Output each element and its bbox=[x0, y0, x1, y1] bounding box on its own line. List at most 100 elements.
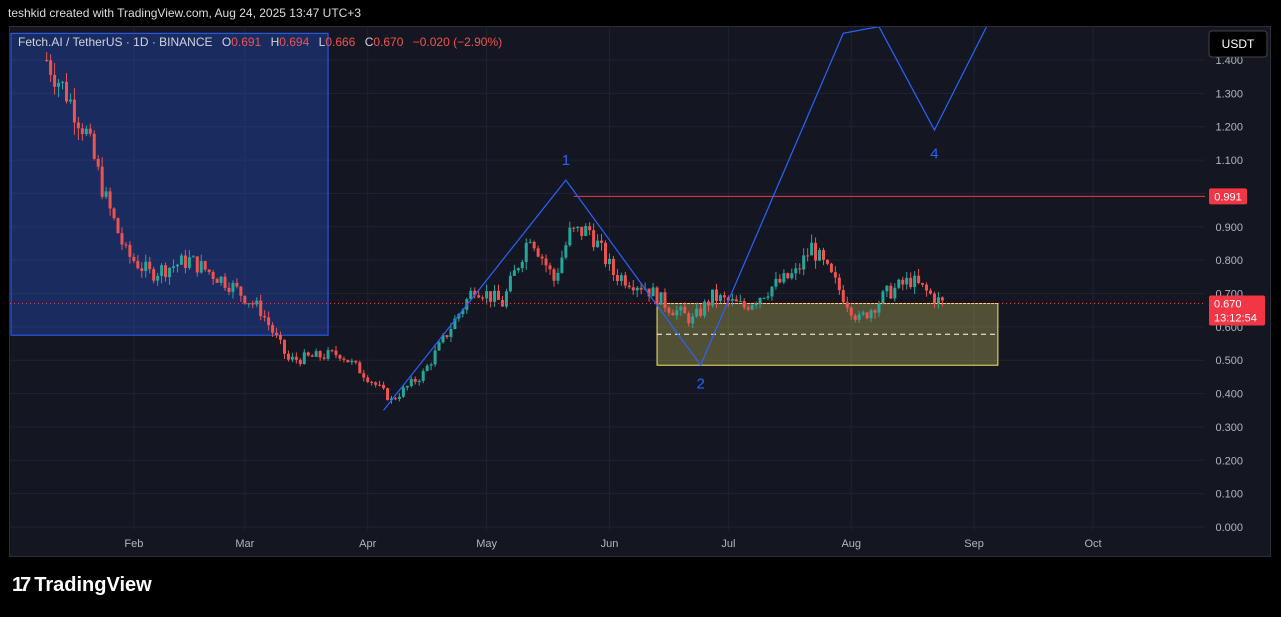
candle-body bbox=[298, 359, 302, 364]
candle-body bbox=[386, 388, 390, 401]
candle-body bbox=[314, 351, 318, 357]
candle-body bbox=[548, 265, 552, 270]
candles bbox=[45, 52, 944, 404]
candle-body bbox=[378, 384, 382, 386]
candle-body bbox=[726, 297, 730, 301]
candle-body bbox=[810, 242, 814, 256]
legend-c-label: C bbox=[365, 35, 374, 49]
y-tick-label: 1.100 bbox=[1215, 155, 1243, 167]
x-tick-label: Apr bbox=[359, 538, 376, 550]
candle-body bbox=[120, 233, 124, 245]
candle-body bbox=[794, 268, 798, 274]
candle-body bbox=[136, 261, 140, 269]
candle-body bbox=[461, 309, 465, 315]
candle-body bbox=[738, 301, 742, 303]
candle-body bbox=[326, 350, 330, 359]
candle-body bbox=[592, 230, 596, 248]
candle-body bbox=[453, 318, 457, 330]
candle-body bbox=[417, 380, 421, 382]
candle-body bbox=[853, 315, 857, 320]
candle-body bbox=[485, 291, 489, 299]
candle-body bbox=[675, 310, 679, 316]
candle-body bbox=[370, 381, 374, 383]
candle-body bbox=[413, 378, 417, 382]
candle-body bbox=[469, 290, 473, 300]
candle-body bbox=[187, 257, 191, 268]
candle-body bbox=[770, 286, 774, 297]
candle-body bbox=[421, 370, 425, 381]
candle-body bbox=[695, 308, 699, 317]
candle-body bbox=[92, 133, 96, 159]
candle-body bbox=[322, 357, 326, 359]
candle-body bbox=[714, 289, 718, 302]
candle-body bbox=[275, 332, 279, 335]
candle-body bbox=[282, 339, 286, 354]
candle-body bbox=[449, 329, 453, 337]
candle-body bbox=[219, 276, 223, 283]
legend-o-value: 0.691 bbox=[231, 35, 261, 49]
candle-body bbox=[936, 297, 940, 304]
y-tick-label: 0.400 bbox=[1215, 389, 1243, 401]
candle-body bbox=[366, 377, 370, 382]
wave-label-4: 4 bbox=[930, 145, 938, 162]
candle-body bbox=[552, 269, 556, 281]
candle-body bbox=[778, 278, 782, 283]
drawings[interactable] bbox=[10, 20, 1205, 411]
candle-body bbox=[45, 60, 49, 61]
shaded-region[interactable] bbox=[10, 32, 329, 336]
candle-body bbox=[572, 227, 576, 229]
wave-label-1: 1 bbox=[562, 152, 570, 169]
candle-body bbox=[397, 396, 401, 399]
candle-body bbox=[389, 398, 393, 401]
candle-body bbox=[623, 275, 627, 286]
x-tick-label: Mar bbox=[235, 538, 254, 550]
candle-body bbox=[921, 283, 925, 285]
candle-body bbox=[152, 269, 156, 281]
candle-body bbox=[932, 293, 936, 304]
candle-body bbox=[798, 268, 802, 270]
candle-body bbox=[57, 82, 61, 87]
candle-body bbox=[833, 272, 837, 278]
candle-body bbox=[294, 356, 298, 360]
y-tick-label: 0.900 bbox=[1215, 222, 1243, 234]
candle-body bbox=[64, 81, 68, 102]
candle-body bbox=[80, 128, 84, 135]
x-tick-label: May bbox=[476, 538, 497, 550]
candle-body bbox=[917, 275, 921, 284]
tradingview-logo[interactable]: 17 TradingView bbox=[12, 574, 152, 597]
time-axis[interactable]: Feb Mar Apr May Jun Jul Aug Sep Oct bbox=[124, 538, 1101, 550]
candle-body bbox=[560, 257, 564, 273]
candle-body bbox=[191, 256, 195, 258]
candle-body bbox=[679, 306, 683, 311]
candle-body bbox=[615, 275, 619, 281]
chart-frame[interactable] bbox=[9, 26, 1271, 557]
price-axis[interactable]: 0.0000.1000.2000.3000.4000.5000.6000.700… bbox=[1215, 55, 1243, 534]
candle-body bbox=[279, 334, 283, 340]
y-tick-label: 0.300 bbox=[1215, 422, 1243, 434]
attribution-header: teshkid created with TradingView.com, Au… bbox=[8, 6, 361, 20]
candle-body bbox=[211, 272, 215, 279]
wave-path bbox=[383, 27, 988, 411]
candle-body bbox=[148, 261, 152, 270]
x-tick-label: Jun bbox=[601, 538, 619, 550]
currency-button-label[interactable]: USDT bbox=[1222, 37, 1255, 51]
candle-body bbox=[631, 287, 635, 291]
demand-zone[interactable] bbox=[656, 303, 999, 366]
candle-body bbox=[711, 289, 715, 306]
candle-body bbox=[750, 305, 754, 310]
candle-body bbox=[758, 298, 762, 304]
candle-body bbox=[215, 278, 219, 283]
candle-body bbox=[171, 266, 175, 268]
candle-body bbox=[869, 310, 873, 319]
candle-body bbox=[116, 218, 120, 234]
candle-body bbox=[734, 299, 738, 302]
currency-button[interactable]: USDT bbox=[1208, 30, 1268, 58]
candle-body bbox=[72, 99, 76, 123]
candle-body bbox=[302, 352, 306, 364]
x-tick-label: Aug bbox=[841, 538, 861, 550]
candle-body bbox=[600, 240, 604, 243]
candle-body bbox=[382, 384, 386, 389]
candle-body bbox=[889, 285, 893, 299]
candle-body bbox=[881, 291, 885, 304]
